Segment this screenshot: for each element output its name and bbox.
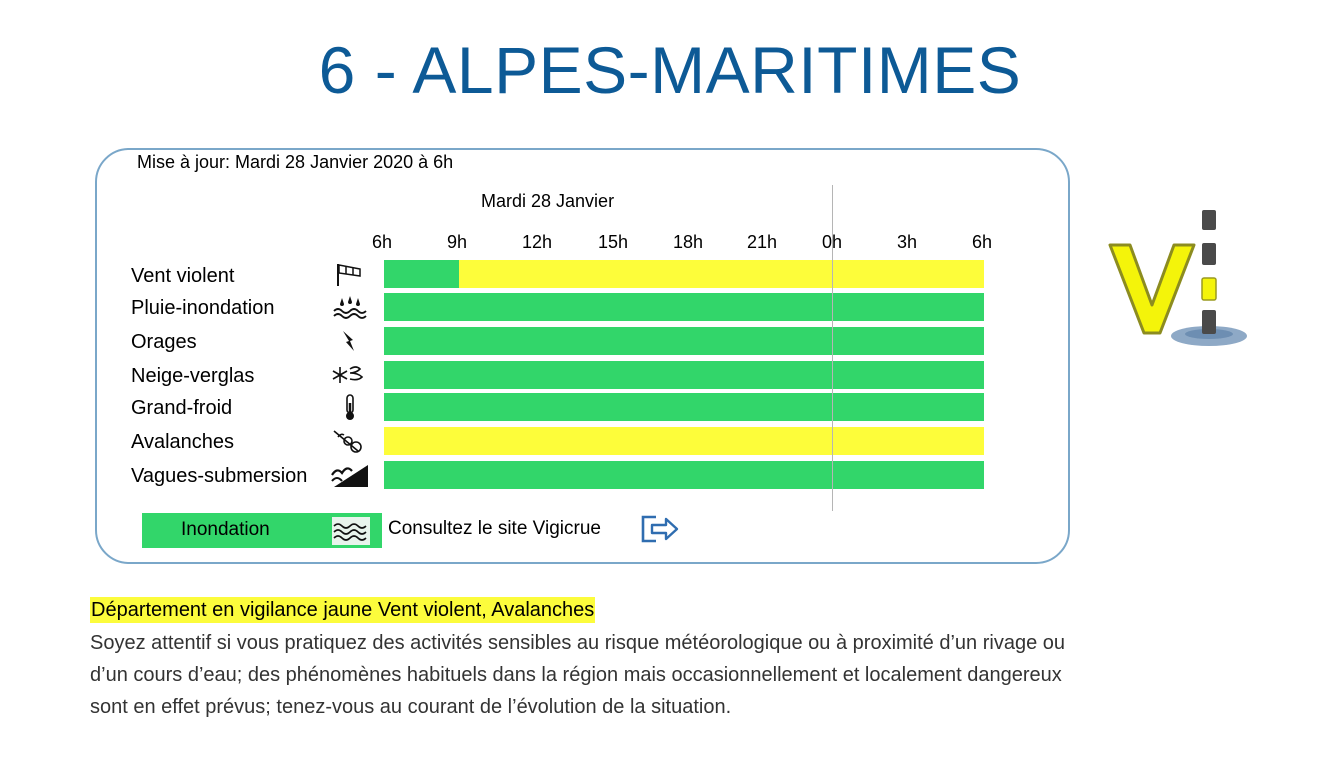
flood-waves-icon <box>332 517 370 545</box>
page-title: 6 - ALPES-MARITIMES <box>318 33 1022 107</box>
vigilance-segment-green <box>384 393 984 421</box>
vigilance-segment-green <box>384 260 459 288</box>
hour-label: 3h <box>896 232 918 252</box>
vigilance-segment-yellow <box>459 260 984 288</box>
bar-grand-froid[interactable] <box>384 393 984 421</box>
hour-label: 6h <box>971 232 993 252</box>
hour-label: 15h <box>597 232 629 252</box>
bar-orages[interactable] <box>384 327 984 355</box>
hour-label: 9h <box>446 232 468 252</box>
vigilance-segment-yellow <box>384 427 984 455</box>
hour-label: 6h <box>371 232 393 252</box>
bar-avalanches[interactable] <box>384 427 984 455</box>
row-label-neige-verglas: Neige-verglas <box>131 365 255 387</box>
vigilance-logo-icon <box>1108 210 1247 346</box>
snow-ice-icon <box>332 366 364 383</box>
row-label-vagues-submersion: Vagues-submersion <box>131 465 308 487</box>
vigilance-segment-green <box>384 361 984 389</box>
waves-submersion-icon <box>331 465 368 487</box>
avalanche-icon <box>333 430 362 453</box>
vigicrue-link[interactable]: Consultez le site Vigicrue <box>388 518 601 539</box>
vigilance-headline: Département en vigilance jaune Vent viol… <box>90 597 596 623</box>
vigilance-segment-green <box>384 293 984 321</box>
vigilance-segment-green <box>384 327 984 355</box>
hour-label: 21h <box>746 232 778 252</box>
inondation-label: Inondation <box>181 519 270 540</box>
vigilance-panel <box>95 148 1070 564</box>
vigilance-segment-green <box>384 461 984 489</box>
bar-vent-violent[interactable] <box>384 260 984 288</box>
bar-neige-verglas[interactable] <box>384 361 984 389</box>
row-label-avalanches: Avalanches <box>131 431 235 453</box>
vigilance-advice: Soyez attentif si vous pratiquez des act… <box>90 632 1065 718</box>
hour-label: 12h <box>521 232 553 252</box>
row-label-vent-violent: Vent violent <box>131 265 235 287</box>
midnight-line <box>832 185 833 511</box>
thermometer-icon <box>346 394 354 420</box>
hour-label: 18h <box>672 232 704 252</box>
update-timestamp: Mise à jour: Mardi 28 Janvier 2020 à 6h <box>137 152 454 172</box>
row-label-pluie-inondation: Pluie-inondation <box>131 297 275 319</box>
bar-vagues-submersion[interactable] <box>384 461 984 489</box>
day-label: Mardi 28 Janvier <box>481 191 615 211</box>
row-label-orages: Orages <box>131 331 197 353</box>
row-label-grand-froid: Grand-froid <box>131 397 233 419</box>
exit-icon[interactable] <box>640 513 680 545</box>
rain-flood-icon <box>333 296 367 319</box>
lightning-icon <box>343 331 354 351</box>
inondation-legend: Inondation <box>142 513 382 548</box>
windsock-icon <box>337 264 361 286</box>
bar-pluie-inondation[interactable] <box>384 293 984 321</box>
